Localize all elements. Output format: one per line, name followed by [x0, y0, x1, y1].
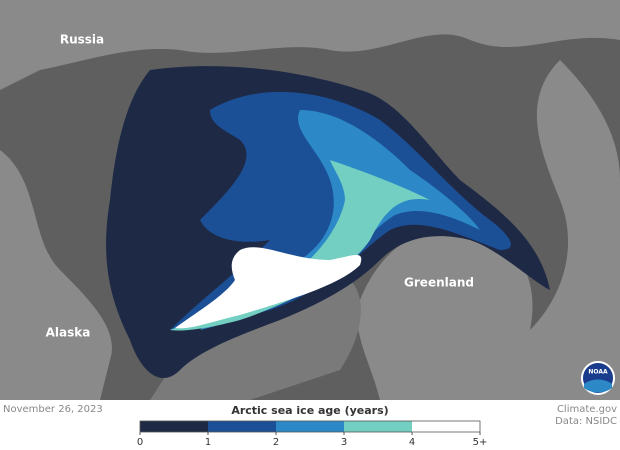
land-archipelago	[150, 280, 361, 400]
source: Data: NSIDC	[555, 416, 617, 427]
land-greenland	[357, 60, 620, 400]
legend-tick-label: 1	[205, 437, 211, 448]
legend-tick-label: 3	[341, 437, 347, 448]
map-label: Alaska	[46, 326, 91, 340]
ice-fourth-year	[170, 160, 430, 331]
date: November 26, 2023	[3, 404, 103, 415]
legend-tick-label: 2	[273, 437, 279, 448]
legend-tick-label: 5+	[473, 437, 488, 448]
logo-text: NOAA	[588, 369, 608, 376]
ice-multi-year	[175, 247, 362, 329]
logo-wave	[584, 379, 612, 393]
legend-title: Arctic sea ice age (years)	[231, 404, 388, 417]
legend-swatch	[344, 421, 412, 432]
legend-swatch	[276, 421, 344, 432]
legend-tick-label: 4	[409, 437, 415, 448]
legend-tick-label: 0	[137, 437, 143, 448]
credit: Climate.gov	[557, 404, 617, 415]
map-label: Greenland	[404, 276, 474, 290]
land-russia	[0, 0, 620, 90]
legend-swatch	[412, 421, 480, 432]
legend-frame	[139, 420, 481, 433]
legend-swatch	[208, 421, 276, 432]
land-alaska	[0, 150, 112, 400]
legend: 0 1 2 3 4 5+	[137, 420, 488, 448]
map-label: Russia	[60, 33, 104, 47]
legend-swatch	[140, 421, 208, 432]
